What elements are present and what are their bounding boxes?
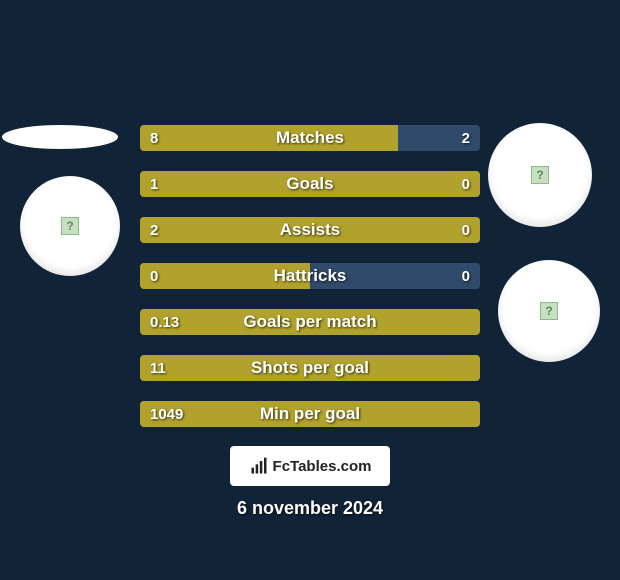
footer-logo: FcTables.com <box>230 446 390 486</box>
stat-row: 10Goals <box>140 171 480 197</box>
placeholder-icon <box>540 302 558 320</box>
stat-label: Goals <box>140 171 480 197</box>
stat-row: 82Matches <box>140 125 480 151</box>
player-left-ellipse <box>2 125 118 149</box>
chart-bars-icon <box>249 456 269 476</box>
player-left-avatar <box>20 176 120 276</box>
stat-label: Matches <box>140 125 480 151</box>
footer-logo-text: FcTables.com <box>273 458 372 475</box>
player-right-avatar-top <box>488 123 592 227</box>
player-right-avatar-bottom <box>498 260 600 362</box>
footer-date: 6 november 2024 <box>0 498 620 519</box>
stat-label: Goals per match <box>140 309 480 335</box>
placeholder-icon <box>61 217 79 235</box>
placeholder-icon <box>531 166 549 184</box>
stat-row: 0.13Goals per match <box>140 309 480 335</box>
stat-row: 1049Min per goal <box>140 401 480 427</box>
stat-label: Assists <box>140 217 480 243</box>
stat-row: 00Hattricks <box>140 263 480 289</box>
stat-row: 20Assists <box>140 217 480 243</box>
stats-container: 82Matches 10Goals 20Assists 00Hattricks 0.13… <box>140 125 480 447</box>
stat-label: Shots per goal <box>140 355 480 381</box>
stat-row: 11Shots per goal <box>140 355 480 381</box>
stat-label: Hattricks <box>140 263 480 289</box>
stat-label: Min per goal <box>140 401 480 427</box>
